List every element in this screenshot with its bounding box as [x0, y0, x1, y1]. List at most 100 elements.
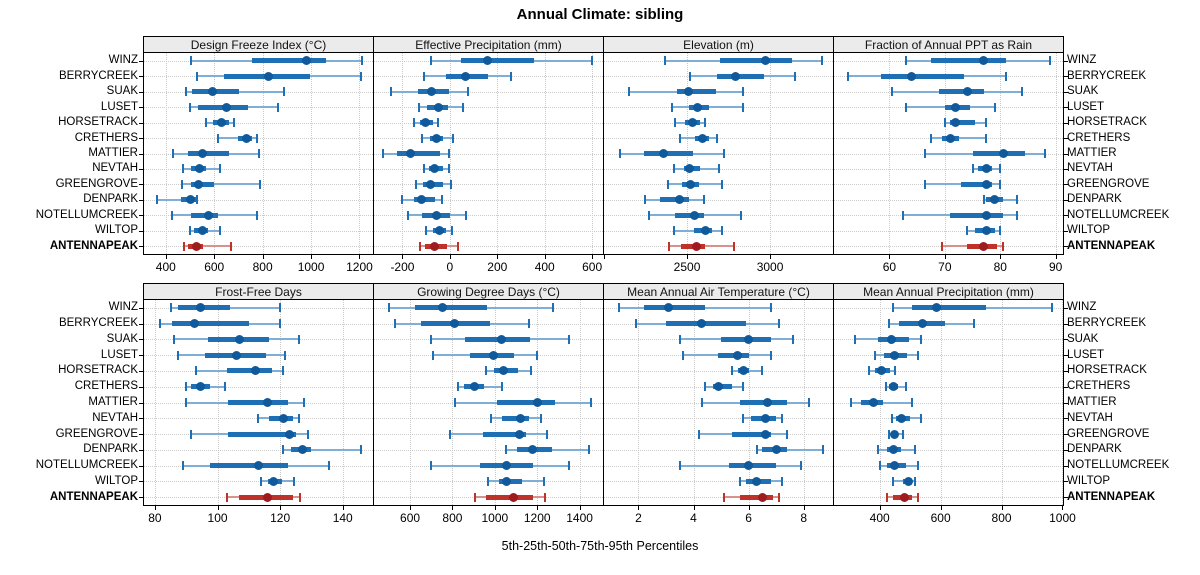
median-dot — [697, 319, 707, 329]
axis-tick-label: 1000 — [1049, 511, 1076, 525]
whisker-cap — [552, 303, 555, 313]
iqr-bar-25-75 — [950, 212, 1004, 218]
row-edge-tick-left — [139, 386, 143, 388]
axis-tick-label: 3000 — [756, 260, 784, 274]
median-dot — [515, 413, 525, 423]
site-label-left: NEVTAH — [92, 411, 138, 424]
whisker-cap — [821, 445, 824, 455]
row-edge-tick-right — [1064, 465, 1068, 467]
iqr-bar-25-75 — [415, 305, 488, 311]
whisker-cap — [799, 461, 802, 471]
iqr-bar-25-75 — [660, 197, 689, 203]
median-dot — [979, 56, 989, 66]
gridline-horizontal — [144, 199, 373, 201]
whisker-cap — [169, 303, 172, 313]
median-dot — [263, 492, 273, 502]
panel-plot — [373, 52, 604, 255]
row-edge-tick-left — [139, 481, 143, 483]
median-dot — [752, 476, 762, 486]
whisker-cap — [419, 241, 422, 251]
median-dot — [421, 118, 431, 128]
whisker-cap — [177, 350, 180, 360]
whisker-cap — [297, 334, 300, 344]
site-label-right: WINZ — [1067, 54, 1097, 67]
whisker-cap — [890, 413, 893, 423]
iqr-bar-25-75 — [881, 73, 965, 79]
whisker-cap — [464, 210, 467, 220]
whisker-cap — [430, 334, 433, 344]
whisker-cap — [415, 179, 418, 189]
median-dot — [269, 476, 279, 486]
median-dot — [432, 133, 442, 143]
whisker-cap — [568, 334, 571, 344]
site-label-right: CRETHERS — [1067, 380, 1131, 393]
whisker-cap — [904, 382, 907, 392]
iqr-bar-25-75 — [228, 431, 296, 437]
whisker-cap — [627, 87, 630, 97]
median-dot — [998, 149, 1008, 158]
whisker-cap — [219, 164, 222, 174]
median-dot — [195, 303, 205, 313]
whisker-cap — [407, 210, 410, 220]
whisker-cap — [891, 87, 894, 97]
axis-tick-label: 70 — [938, 260, 952, 274]
whisker-cap — [302, 398, 305, 407]
axis-tick — [311, 255, 313, 259]
median-dot — [186, 195, 196, 205]
iqr-bar-25-75 — [643, 305, 705, 311]
gridline-horizontal — [144, 386, 373, 388]
axis-tick — [280, 506, 282, 510]
whisker-cap — [678, 461, 681, 471]
whisker-cap — [720, 226, 723, 236]
whisker-cap — [172, 334, 175, 344]
row-edge-tick-left — [139, 434, 143, 436]
axis-tick-label: 100 — [207, 511, 228, 525]
whisker-cap — [849, 398, 852, 407]
gridline-horizontal — [834, 199, 1063, 201]
whisker-cap — [985, 133, 988, 143]
whisker-cap — [382, 149, 384, 158]
median-dot — [890, 350, 900, 360]
panel-title: Elevation (m) — [603, 36, 834, 53]
gridline-horizontal — [604, 199, 833, 201]
row-edge-tick-right — [1064, 449, 1068, 451]
whisker-cap — [422, 71, 425, 81]
whisker-cap — [769, 350, 772, 360]
median-dot — [760, 56, 770, 66]
site-label-right: HORSETRACK — [1067, 364, 1147, 377]
whisker-cap — [887, 429, 890, 439]
axis-tick — [803, 506, 805, 510]
median-dot — [890, 429, 900, 439]
whisker-cap — [910, 398, 913, 407]
gridline-horizontal — [144, 215, 373, 217]
whisker-cap — [780, 413, 783, 423]
row-edge-tick-right — [1064, 199, 1068, 201]
site-label-right: WINZ — [1067, 301, 1097, 314]
whisker-cap — [450, 179, 453, 189]
site-label-left: HORSETRACK — [58, 364, 138, 377]
whisker-cap — [733, 241, 736, 251]
whisker-cap — [540, 413, 543, 423]
whisker-cap — [510, 71, 513, 81]
axis-tick-label: 400 — [869, 511, 890, 525]
whisker-cap — [643, 195, 646, 205]
median-dot — [498, 366, 508, 376]
iqr-bar-25-75 — [961, 181, 992, 187]
median-dot — [771, 445, 781, 455]
median-dot — [685, 164, 695, 174]
whisker-cap — [299, 492, 302, 502]
median-dot — [264, 71, 274, 81]
median-dot — [675, 195, 685, 205]
whisker-cap — [232, 118, 235, 128]
whisker-cap — [451, 133, 454, 143]
axis-tick — [592, 255, 594, 259]
median-dot — [757, 492, 767, 502]
site-label-left: CRETHERS — [74, 131, 138, 144]
row-edge-tick-right — [1064, 246, 1068, 248]
whisker-cap — [437, 118, 440, 128]
whisker-cap — [913, 476, 916, 486]
whisker-cap — [489, 413, 492, 423]
whisker-cap — [820, 56, 823, 66]
axis-tick-label: 600 — [930, 511, 951, 525]
site-label-right: NOTELLUMCREEK — [1067, 459, 1170, 472]
